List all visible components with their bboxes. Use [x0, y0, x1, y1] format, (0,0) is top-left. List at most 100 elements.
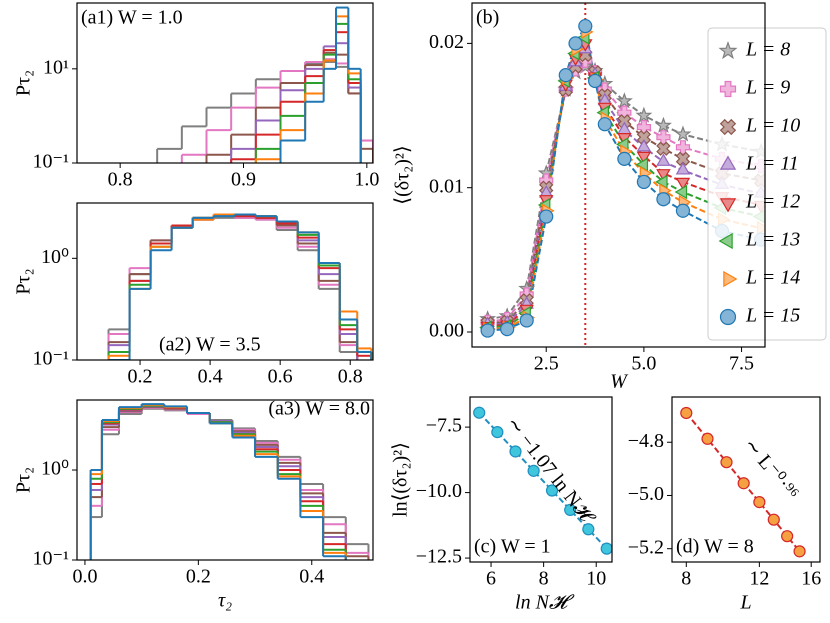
axes-frame [76, 399, 374, 561]
marker [793, 545, 806, 558]
x-tick-label: 1.0 [354, 169, 379, 191]
x-tick-label: 8 [539, 568, 549, 590]
marker [480, 323, 495, 338]
axes-frame [76, 2, 374, 164]
marker [674, 184, 688, 200]
panel-label: (a1) W = 1.0 [81, 7, 183, 29]
x-tick-label: 6 [486, 568, 496, 590]
marker [527, 464, 540, 477]
marker [587, 73, 603, 89]
fit-label: ∼ −1.07 ln N𝓗 [502, 413, 600, 530]
y-tick-label: 10⁻¹ [32, 348, 69, 370]
marker [519, 313, 534, 328]
axes-frame [76, 202, 374, 361]
marker [597, 117, 612, 132]
panel-label: (b) [476, 7, 499, 29]
y-tick-label: 0.02 [429, 31, 464, 53]
marker [680, 406, 693, 420]
marker [674, 125, 692, 142]
legend-label: L = 9 [745, 77, 790, 99]
marker [635, 106, 653, 123]
marker [617, 151, 632, 166]
marker [753, 496, 766, 509]
y-tick-label: −4.8 [628, 430, 664, 452]
marker [719, 80, 737, 98]
legend-label: L = 10 [745, 115, 800, 137]
marker [568, 36, 583, 51]
marker [718, 232, 733, 250]
marker [491, 425, 504, 439]
marker [720, 456, 733, 469]
x-tick-label: 0.4 [198, 366, 223, 388]
y-axis-label: Pτ₂ [13, 268, 35, 294]
plot-area [89, 403, 370, 560]
y-tick-label: 10¹ [43, 56, 69, 78]
panel-label: (c) W = 1 [474, 536, 551, 558]
x-axis-label: τ₂ [218, 590, 232, 612]
marker [545, 484, 559, 497]
x-tick-label: 0.9 [231, 169, 256, 191]
x-axis-label: W [610, 371, 629, 393]
y-tick-label: 10⁰ [41, 458, 69, 480]
panel-label: (a3) W = 8.0 [268, 398, 370, 420]
marker [564, 503, 577, 516]
y-tick-label: 0.01 [429, 175, 464, 197]
x-tick-label: 0.6 [268, 366, 293, 388]
y-axis-label: Pτ₂ [13, 70, 35, 96]
x-axis-label: L [739, 592, 751, 614]
y-axis-label: ⟨(δτ₂)²⟩ [392, 145, 414, 204]
x-tick-label: 0.8 [108, 169, 133, 191]
marker [656, 169, 671, 182]
x-tick-label: 16 [801, 568, 821, 590]
marker [654, 116, 672, 133]
legend-label: L = 15 [745, 305, 800, 327]
marker [656, 153, 671, 166]
plot-area [156, 6, 373, 163]
marker [636, 174, 651, 190]
marker [473, 406, 486, 419]
marker [509, 445, 522, 458]
x-tick-label: 7.5 [729, 353, 754, 375]
plot-area [107, 213, 373, 360]
y-tick-label: 10⁻¹ [32, 151, 69, 173]
y-tick-label: −10.0 [416, 480, 462, 502]
legend-label: L = 8 [745, 39, 790, 61]
y-axis-label: ln⟨(δτ₂)²⟩ [390, 442, 412, 517]
marker [719, 118, 737, 136]
histogram-riser [89, 404, 347, 560]
marker [615, 92, 633, 109]
y-tick-label: 0.00 [429, 320, 464, 342]
x-tick-label: 0.2 [186, 566, 211, 588]
y-axis-label: Pτ₂ [13, 467, 35, 493]
marker [723, 270, 738, 288]
axes-frame [471, 2, 766, 348]
marker [636, 151, 652, 165]
legend-label: L = 13 [745, 229, 800, 251]
plot-area [473, 406, 612, 555]
x-tick-label: 0.8 [338, 366, 363, 388]
x-tick-label: 8 [681, 568, 691, 590]
x-tick-label: 0.0 [72, 566, 97, 588]
marker [675, 203, 691, 218]
marker [701, 432, 714, 445]
x-tick-label: 0.2 [128, 366, 153, 388]
marker [578, 18, 593, 34]
x-tick-label: 0.4 [299, 566, 324, 588]
y-tick-label: −5.0 [628, 483, 664, 505]
histogram-riser [279, 7, 362, 163]
y-tick-label: −7.5 [426, 415, 462, 437]
marker [781, 530, 794, 543]
histogram-riser [89, 407, 370, 560]
marker [719, 308, 737, 326]
marker [582, 523, 595, 536]
y-tick-label: −5.2 [628, 536, 664, 558]
marker [675, 140, 691, 155]
y-tick-label: −12.5 [416, 546, 462, 568]
x-axis-label: ln N𝓗 [515, 592, 575, 614]
panel-label: (a2) W = 3.5 [159, 334, 261, 356]
marker [675, 151, 691, 167]
marker [675, 177, 691, 191]
y-tick-label: 10⁰ [41, 246, 69, 268]
marker [718, 40, 738, 60]
legend-label: L = 11 [745, 153, 799, 175]
